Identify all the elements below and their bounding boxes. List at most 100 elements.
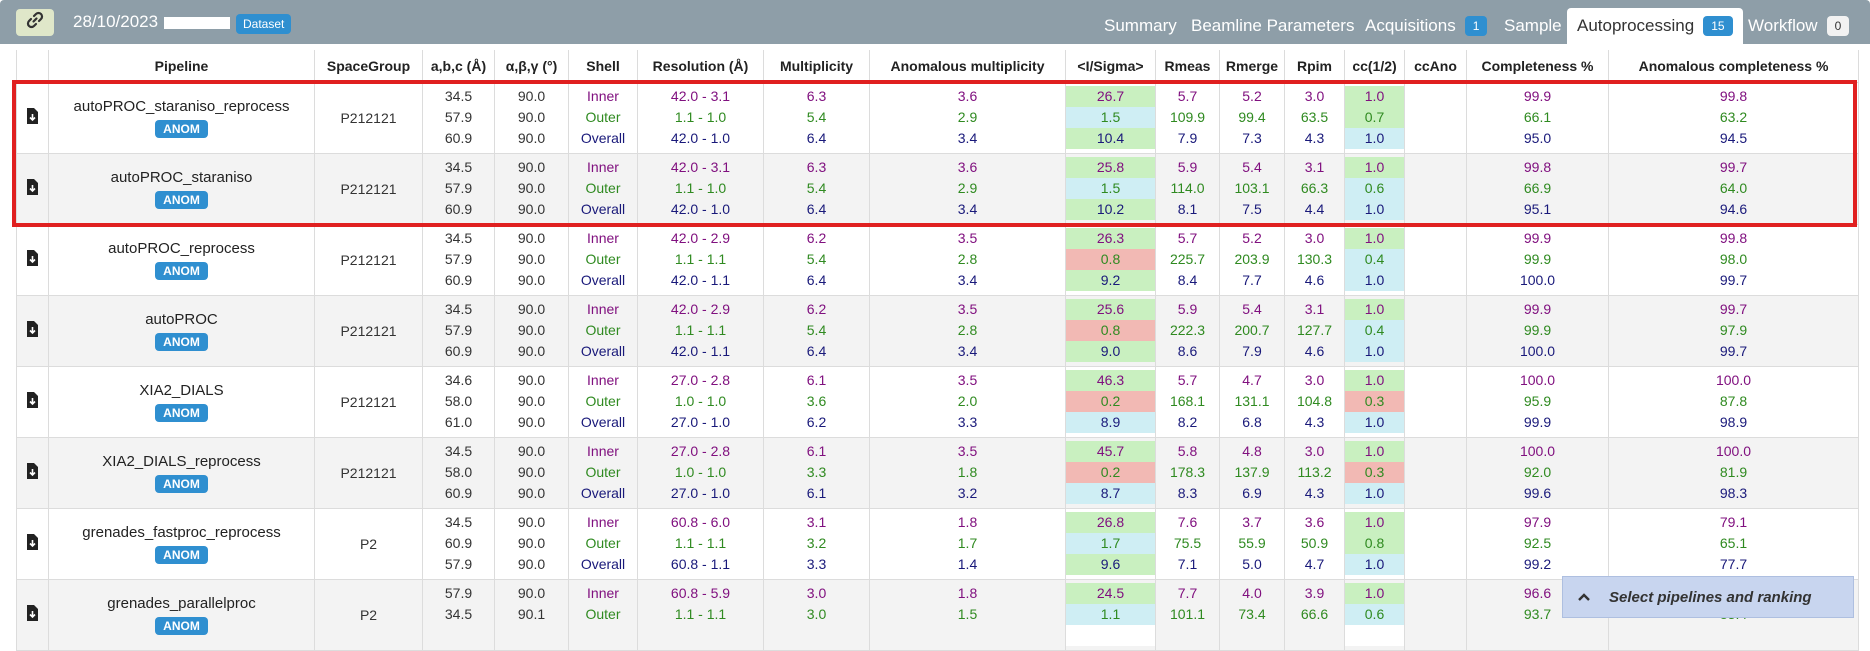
- tab-autoprocessing[interactable]: Autoprocessing 15: [1567, 8, 1743, 44]
- rmerge-values: 5.2 203.9 7.7: [1220, 225, 1284, 295]
- rmerge-value: 4.8: [1242, 443, 1262, 459]
- shell-values: Inner Outer Overall: [569, 509, 637, 579]
- download-file-icon[interactable]: [26, 250, 39, 266]
- download-file-icon[interactable]: [26, 392, 39, 408]
- anom-mult-value: [870, 625, 1065, 646]
- anom-mult-value: 1.8: [957, 514, 978, 530]
- completeness-value: 99.9: [1523, 88, 1552, 104]
- tab-beamline-parameters[interactable]: Beamline Parameters: [1181, 8, 1364, 44]
- ccano-values: [1405, 154, 1466, 224]
- link-icon: [25, 10, 45, 35]
- shell-value: Overall: [580, 272, 626, 288]
- rmerge-value: 7.7: [1242, 272, 1262, 288]
- column-header[interactable]: SpaceGroup: [314, 50, 423, 83]
- rmerge-values: 5.4 103.1 7.5: [1220, 154, 1284, 224]
- cc12-values: 1.0 0.8 1.0: [1345, 509, 1404, 579]
- resolution-values: 42.0 - 2.9 1.1 - 1.1 42.0 - 1.1: [638, 225, 763, 295]
- shell-value: Overall: [580, 414, 626, 430]
- rmeas-cell: 5.7 109.9 7.9: [1155, 81, 1220, 154]
- ccano-cell: [1404, 365, 1467, 438]
- anom-mult-value: 2.8: [957, 251, 978, 267]
- spacegroup-cell: P2: [314, 578, 423, 651]
- link-button[interactable]: [16, 9, 54, 36]
- rmerge-value: 7.3: [1242, 130, 1262, 146]
- rpim-value: 113.2: [1297, 464, 1332, 480]
- download-file-icon[interactable]: [26, 179, 39, 195]
- isigma-value: 10.2: [1066, 199, 1155, 220]
- resolution-values: 27.0 - 2.8 1.0 - 1.0 27.0 - 1.0: [638, 367, 763, 437]
- column-header[interactable]: cc(1/2): [1344, 50, 1405, 83]
- anom-mult-values: 1.8 1.7 1.4: [870, 509, 1065, 579]
- tab-summary[interactable]: Summary: [1094, 8, 1187, 44]
- shell-value: Inner: [587, 301, 619, 317]
- isigma-cell: 24.5 1.1: [1065, 578, 1156, 651]
- acquisitions-count-badge: 1: [1464, 16, 1488, 36]
- column-header[interactable]: Rpim: [1284, 50, 1345, 83]
- rmerge-value: 5.2: [1242, 88, 1262, 104]
- shell-values: Inner Outer Overall: [569, 83, 637, 153]
- shell-value: Inner: [587, 443, 619, 459]
- column-header[interactable]: Rmerge: [1219, 50, 1285, 83]
- angles-cell: 90.0 90.0 90.0: [494, 365, 569, 438]
- ccano-value: [1405, 341, 1466, 362]
- pipeline-name: grenades_parallelproc: [107, 594, 256, 612]
- column-header[interactable]: Anomalous completeness %: [1608, 50, 1859, 83]
- rmerge-cell: 4.8 137.9 6.9: [1219, 436, 1285, 509]
- multiplicity-cell: 6.1 3.6 6.2: [763, 365, 870, 438]
- column-header[interactable]: Completeness %: [1466, 50, 1609, 83]
- column-header[interactable]: Shell: [568, 50, 638, 83]
- abc-values: 34.5 57.9 60.9: [423, 83, 494, 153]
- column-header[interactable]: ccAno: [1404, 50, 1467, 83]
- spacegroup-cell: P212121: [314, 81, 423, 154]
- isigma-values: 26.3 0.8 9.2: [1066, 225, 1155, 295]
- rmeas-value: 8.1: [1177, 201, 1198, 217]
- ccano-value: [1405, 299, 1466, 320]
- rmeas-values: 5.7 168.1 8.2: [1156, 367, 1219, 437]
- download-file-icon[interactable]: [26, 321, 39, 337]
- shell-value: Outer: [585, 109, 621, 125]
- anom-completeness-value: 64.0: [1719, 180, 1748, 196]
- column-header[interactable]: a,b,c (Å): [422, 50, 495, 83]
- cc12-values: 1.0 0.6: [1345, 580, 1404, 650]
- rmeas-value: 222.3: [1169, 322, 1206, 338]
- cc12-value: 1.0: [1345, 228, 1404, 249]
- angles-values: 90.0 90.0 90.0: [495, 296, 568, 366]
- anom-mult-values: 3.5 2.8 3.4: [870, 225, 1065, 295]
- column-header[interactable]: Multiplicity: [763, 50, 870, 83]
- rmerge-value: 73.4: [1238, 606, 1266, 622]
- isigma-values: 26.7 1.5 10.4: [1066, 83, 1155, 153]
- column-header[interactable]: Resolution (Å): [637, 50, 764, 83]
- table-header-row: Pipeline SpaceGroup a,b,c (Å) α,β,γ (°) …: [16, 50, 1859, 83]
- pipeline-name: autoPROC_staraniso_reprocess: [73, 97, 290, 115]
- column-header[interactable]: Pipeline: [48, 50, 315, 83]
- download-file-icon[interactable]: [26, 463, 39, 479]
- column-header[interactable]: <I/Sigma>: [1065, 50, 1156, 83]
- ccano-value: [1405, 270, 1466, 291]
- resolution-value: 60.8 - 6.0: [670, 514, 731, 530]
- resolution-value: 1.0 - 1.0: [674, 464, 727, 480]
- select-pipelines-panel[interactable]: Select pipelines and ranking: [1562, 576, 1854, 618]
- download-file-icon[interactable]: [26, 108, 39, 124]
- completeness-value: 99.8: [1523, 159, 1552, 175]
- rmerge-value: 4.0: [1242, 585, 1262, 601]
- anom-mult-value: 3.6: [957, 88, 978, 104]
- column-header[interactable]: α,β,γ (°): [494, 50, 569, 83]
- abc-values: 34.5 57.9 60.9: [423, 296, 494, 366]
- rpim-value: 66.6: [1300, 606, 1329, 622]
- angles-value: 90.0: [517, 343, 546, 359]
- download-file-icon[interactable]: [26, 534, 39, 550]
- tab-label: Summary: [1104, 16, 1177, 35]
- column-header[interactable]: Anomalous multiplicity: [869, 50, 1066, 83]
- tab-workflow[interactable]: Workflow 0: [1738, 8, 1859, 44]
- anom-completeness-value: 79.1: [1719, 514, 1748, 530]
- ccano-value: [1405, 249, 1466, 270]
- tab-sample[interactable]: Sample: [1494, 8, 1572, 44]
- isigma-value: 0.8: [1066, 249, 1155, 270]
- table-row: autoPROC ANOM P212121 34.5 57.9 60.9 90.0 90.0 9…: [16, 294, 1859, 367]
- multiplicity-value: 3.0: [806, 585, 827, 601]
- isigma-value: 9.6: [1066, 554, 1155, 575]
- anom-mult-value: 1.4: [957, 556, 978, 572]
- tab-acquisitions[interactable]: Acquisitions 1: [1355, 8, 1497, 44]
- download-file-icon[interactable]: [26, 605, 39, 621]
- column-header[interactable]: Rmeas: [1155, 50, 1220, 83]
